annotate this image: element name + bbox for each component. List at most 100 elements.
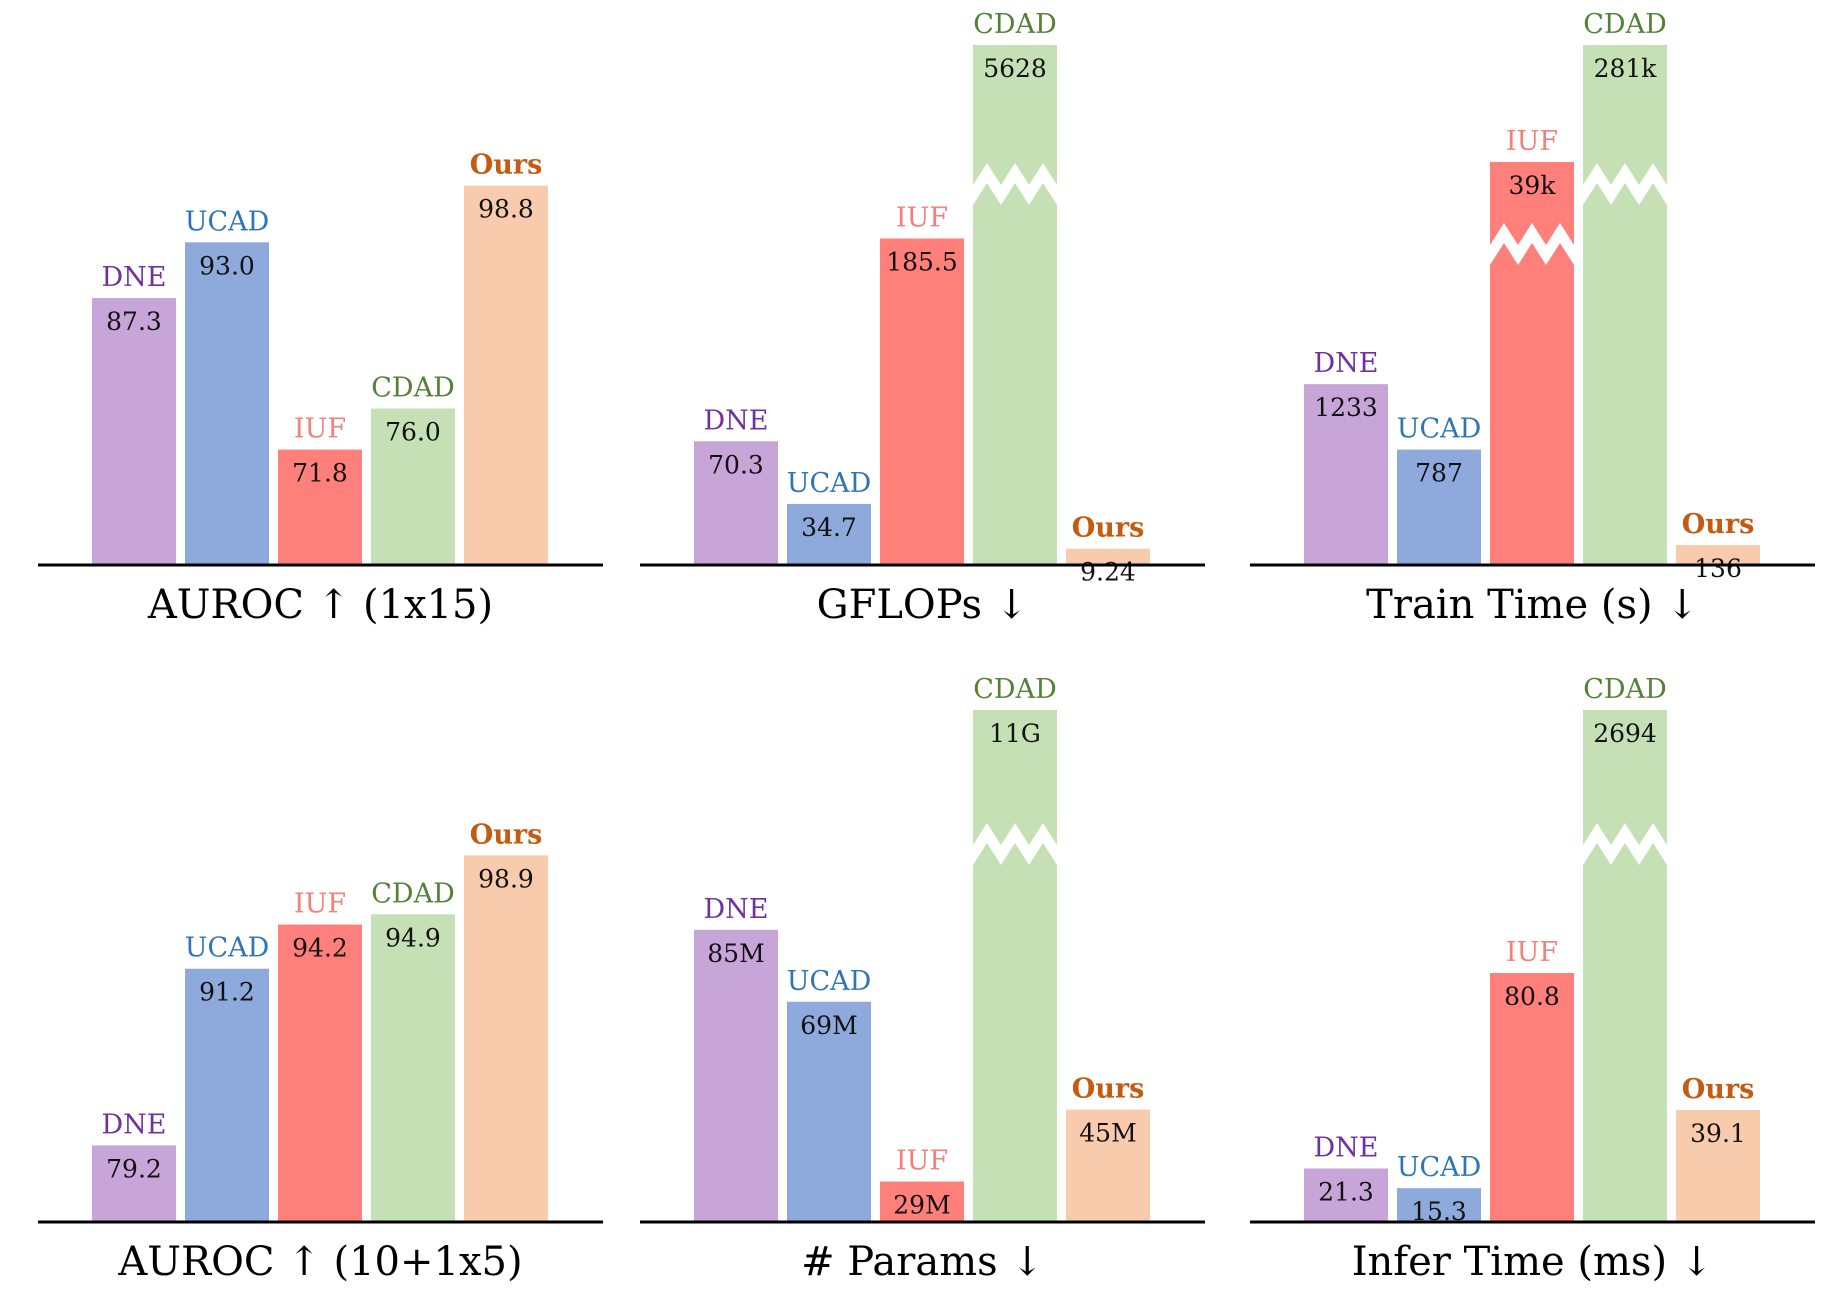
- bar-ucad: [787, 1001, 871, 1222]
- panel-title: Infer Time (ms) ↓: [1352, 1239, 1714, 1285]
- method-label-ours: Ours: [470, 819, 543, 850]
- method-label-dne: DNE: [704, 405, 769, 436]
- method-label-ucad: UCAD: [787, 966, 872, 997]
- method-label-cdad: CDAD: [1583, 674, 1666, 705]
- value-label-ours: 98.8: [478, 195, 534, 224]
- bar-ours: [1066, 1109, 1150, 1222]
- method-label-ours: Ours: [1682, 509, 1755, 540]
- value-label-ours: 45M: [1079, 1119, 1136, 1148]
- method-label-cdad: CDAD: [371, 878, 454, 909]
- value-label-ours: 9.24: [1080, 558, 1136, 587]
- bar-ours: [1066, 548, 1150, 565]
- method-label-ucad: UCAD: [1397, 1152, 1482, 1183]
- bar-iuf: [278, 924, 362, 1222]
- bar-iuf: [1490, 973, 1574, 1222]
- method-label-ours: Ours: [1072, 1074, 1145, 1105]
- method-label-cdad: CDAD: [973, 9, 1056, 40]
- method-label-iuf: IUF: [896, 203, 948, 234]
- bar-cdad: [973, 45, 1057, 565]
- value-label-ours: 39.1: [1690, 1119, 1746, 1148]
- method-label-dne: DNE: [1314, 348, 1379, 379]
- method-label-ucad: UCAD: [787, 468, 872, 499]
- value-label-iuf: 39k: [1509, 171, 1557, 200]
- method-label-iuf: IUF: [1506, 937, 1558, 968]
- bar-ours: [464, 185, 548, 565]
- value-label-iuf: 185.5: [886, 248, 958, 277]
- method-label-cdad: CDAD: [1583, 9, 1666, 40]
- value-label-cdad: 281k: [1594, 54, 1658, 83]
- method-label-ucad: UCAD: [1397, 414, 1482, 445]
- value-label-ours: 136: [1694, 554, 1742, 583]
- value-label-iuf: 80.8: [1504, 982, 1560, 1011]
- bar-iuf: [880, 238, 964, 565]
- method-label-dne: DNE: [102, 1109, 167, 1140]
- bar-ucad: [1397, 1188, 1481, 1222]
- panel-title: Train Time (s) ↓: [1366, 582, 1699, 628]
- bar-cdad: [371, 408, 455, 565]
- bar-ours: [1676, 545, 1760, 565]
- bar-cdad: [973, 710, 1057, 1222]
- method-label-ours: Ours: [470, 150, 543, 181]
- value-label-ucad: 69M: [800, 1011, 857, 1040]
- axis-break-iuf: [1490, 223, 1574, 265]
- method-label-ours: Ours: [1682, 1074, 1755, 1105]
- bar-dne: [694, 929, 778, 1222]
- value-label-cdad: 2694: [1593, 719, 1657, 748]
- panel-1: DNE 87.3 UCAD 93.0 IUF 71.8 CDAD 76.0 Ours 98.8 AU…: [38, 150, 603, 628]
- axis-break-cdad: [973, 163, 1057, 205]
- method-label-dne: DNE: [102, 262, 167, 293]
- value-label-iuf: 29M: [893, 1191, 950, 1220]
- value-label-dne: 79.2: [106, 1154, 162, 1183]
- bar-cdad: [371, 914, 455, 1222]
- value-label-cdad: 5628: [983, 54, 1047, 83]
- bar-ucad: [787, 503, 871, 565]
- value-label-iuf: 94.2: [292, 934, 348, 963]
- bar-cdad: [1583, 45, 1667, 565]
- value-label-cdad: 11G: [989, 719, 1041, 748]
- method-label-iuf: IUF: [1506, 126, 1558, 157]
- value-label-dne: 1233: [1314, 393, 1378, 422]
- method-label-iuf: IUF: [896, 1146, 948, 1177]
- method-label-ours: Ours: [1072, 513, 1145, 544]
- bar-iuf: [278, 449, 362, 565]
- value-label-ucad: 91.2: [199, 978, 255, 1007]
- axis-break-cdad: [1583, 823, 1667, 865]
- panel-title: # Params ↓: [801, 1239, 1044, 1285]
- value-label-ucad: 93.0: [199, 251, 255, 280]
- value-label-cdad: 94.9: [385, 923, 441, 952]
- value-label-cdad: 76.0: [385, 418, 441, 447]
- method-label-iuf: IUF: [294, 889, 346, 920]
- panel-title: GFLOPs ↓: [817, 582, 1029, 628]
- bar-ucad: [185, 968, 269, 1222]
- method-label-ucad: UCAD: [185, 933, 270, 964]
- value-label-ucad: 34.7: [801, 513, 857, 542]
- method-label-dne: DNE: [704, 894, 769, 925]
- value-label-dne: 87.3: [106, 307, 162, 336]
- bar-ucad: [1397, 449, 1481, 565]
- bar-cdad: [1583, 710, 1667, 1222]
- panel-title: AUROC ↑ (10+1x5): [117, 1239, 522, 1285]
- bar-dne: [92, 1145, 176, 1222]
- bar-ucad: [185, 242, 269, 566]
- bar-ours: [464, 855, 548, 1222]
- value-label-dne: 70.3: [708, 450, 764, 479]
- method-label-cdad: CDAD: [973, 674, 1056, 705]
- value-label-ours: 98.9: [478, 864, 534, 893]
- value-label-dne: 21.3: [1318, 1177, 1374, 1206]
- bar-iuf: [880, 1181, 964, 1222]
- panel-4: DNE 79.2 UCAD 91.2 IUF 94.2 CDAD 94.9 Ours 98.9 AU…: [38, 819, 603, 1285]
- value-label-ucad: 787: [1415, 459, 1463, 488]
- panel-6: DNE21.3UCAD15.3IUF80.8CDAD2694Ours39.1In…: [1250, 674, 1815, 1285]
- bar-dne: [1304, 384, 1388, 565]
- method-label-ucad: UCAD: [185, 206, 270, 237]
- method-label-iuf: IUF: [294, 414, 346, 445]
- value-label-dne: 85M: [707, 939, 764, 968]
- panel-2: DNE 70.3 UCAD 34.7 IUF 185.5 CDAD 5628 Ours 9.24 G…: [640, 9, 1205, 628]
- panel-title: AUROC ↑ (1x15): [147, 582, 493, 628]
- bar-dne: [1304, 1168, 1388, 1222]
- method-label-cdad: CDAD: [371, 373, 454, 404]
- panel-3: DNE 1233 UCAD 787 IUF 39k CDAD 281k Ours 136Train…: [1250, 9, 1815, 628]
- bar-dne: [92, 298, 176, 565]
- bar-ours: [1676, 1109, 1760, 1222]
